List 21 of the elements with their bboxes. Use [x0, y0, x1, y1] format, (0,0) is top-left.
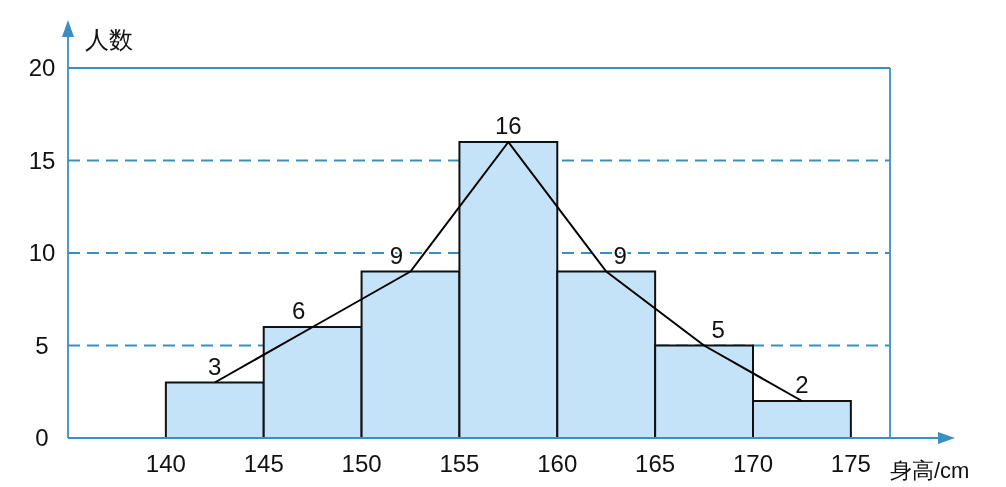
data-label: 16 — [495, 112, 522, 139]
x-tick-label: 150 — [341, 450, 382, 477]
data-label: 3 — [208, 352, 222, 380]
data-label: 6 — [291, 297, 306, 324]
x-tick-label: 160 — [537, 450, 578, 477]
x-tick-label: 175 — [830, 450, 871, 477]
x-tick-label: 155 — [439, 450, 480, 477]
x-tick-label: 165 — [635, 450, 676, 477]
y-tick-label: 0 — [35, 424, 49, 451]
x-tick-label: 140 — [145, 450, 186, 477]
y-axis-title: 人数 — [85, 26, 133, 53]
data-label: 5 — [711, 315, 725, 343]
x-axis-title: 身高/cm — [890, 458, 970, 483]
x-tick-label: 170 — [732, 450, 774, 477]
y-tick-label: 20 — [28, 54, 56, 81]
y-tick-label: 10 — [28, 239, 56, 266]
y-tick-label: 5 — [35, 331, 49, 359]
data-label: 2 — [795, 371, 809, 398]
x-tick-label: 145 — [243, 450, 284, 477]
data-label: 9 — [613, 241, 627, 269]
y-tick-label: 15 — [28, 146, 56, 174]
